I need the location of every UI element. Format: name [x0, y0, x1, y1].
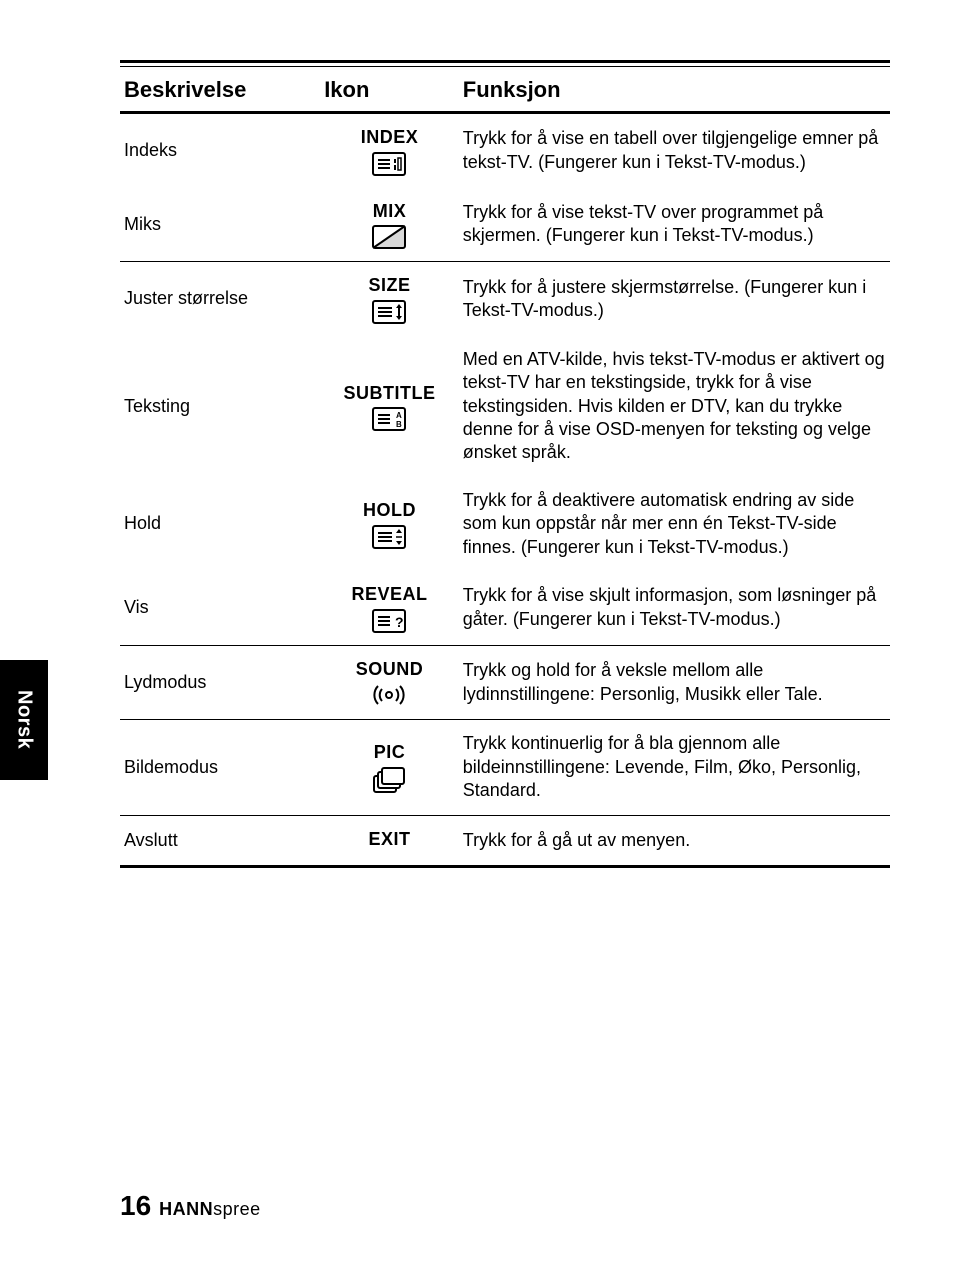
icon-label-pic: PIC	[324, 741, 455, 764]
svg-text:B: B	[396, 420, 402, 429]
icon-label-reveal: REVEAL	[324, 583, 455, 606]
mix-icon	[372, 225, 406, 249]
index-icon	[372, 152, 406, 176]
svg-text:?: ?	[395, 614, 404, 630]
reveal-icon: ?	[372, 609, 406, 633]
icon-cell: SIZE	[320, 262, 459, 336]
func-cell: Trykk kontinuerlig for å bla gjennom all…	[459, 720, 890, 815]
desc-cell: Avslutt	[120, 816, 320, 867]
func-cell: Trykk for å vise skjult informasjon, som…	[459, 571, 890, 645]
desc-cell: Teksting	[120, 336, 320, 477]
func-cell: Trykk for å vise tekst-TV over programme…	[459, 188, 890, 262]
func-cell: Trykk for å gå ut av menyen.	[459, 816, 890, 867]
icon-label-mix: MIX	[324, 200, 455, 223]
table-row: Hold HOLD Trykk for å deaktivere automat…	[120, 477, 890, 571]
icon-cell: EXIT	[320, 816, 459, 867]
header-description: Beskrivelse	[120, 71, 320, 113]
desc-cell: Indeks	[120, 113, 320, 188]
icon-cell: REVEAL ?	[320, 571, 459, 645]
icon-cell: INDEX	[320, 113, 459, 188]
icon-cell: PIC	[320, 720, 459, 815]
icon-label-size: SIZE	[324, 274, 455, 297]
table-row: Vis REVEAL ? Trykk for å vise skjult inf…	[120, 571, 890, 645]
icon-cell: HOLD	[320, 477, 459, 571]
func-cell: Trykk for å justere skjermstørrelse. (Fu…	[459, 262, 890, 336]
table-row: Lydmodus SOUND Trykk og hold for å veksl…	[120, 646, 890, 720]
icon-cell: SUBTITLE A B	[320, 336, 459, 477]
picture-icon	[372, 766, 406, 794]
sound-icon	[372, 683, 406, 707]
func-cell: Trykk for å deaktivere automatisk endrin…	[459, 477, 890, 571]
desc-cell: Miks	[120, 188, 320, 262]
icon-label-sound: SOUND	[324, 658, 455, 681]
page-footer: 16 HANNspree	[120, 1190, 261, 1222]
table-row: Bildemodus PIC Trykk kontinuerlig for å …	[120, 720, 890, 815]
top-double-rule	[120, 60, 890, 67]
brand-logo: HANNspree	[159, 1199, 261, 1220]
table-row: Avslutt EXIT Trykk for å gå ut av menyen…	[120, 816, 890, 867]
brand-bold: HANN	[159, 1199, 213, 1219]
table-row: Juster størrelse SIZE Trykk for å juster…	[120, 262, 890, 336]
func-cell: Trykk for å vise en tabell over tilgjeng…	[459, 113, 890, 188]
func-cell: Trykk og hold for å veksle mellom alle l…	[459, 646, 890, 720]
page-number: 16	[120, 1190, 151, 1222]
desc-cell: Juster størrelse	[120, 262, 320, 336]
desc-cell: Lydmodus	[120, 646, 320, 720]
icon-label-hold: HOLD	[324, 499, 455, 522]
svg-text:A: A	[396, 411, 402, 420]
icon-cell: SOUND	[320, 646, 459, 720]
table-row: Miks MIX Trykk for å vise tekst-TV over …	[120, 188, 890, 262]
function-table: Beskrivelse Ikon Funksjon Indeks INDEX	[120, 71, 890, 868]
desc-cell: Hold	[120, 477, 320, 571]
size-icon	[372, 300, 406, 324]
icon-label-index: INDEX	[324, 126, 455, 149]
icon-cell: MIX	[320, 188, 459, 262]
table-row: Teksting SUBTITLE A B Med en ATV-kilde, …	[120, 336, 890, 477]
icon-label-exit: EXIT	[324, 828, 455, 851]
hold-icon	[372, 525, 406, 549]
icon-label-subtitle: SUBTITLE	[324, 382, 455, 405]
desc-cell: Bildemodus	[120, 720, 320, 815]
table-row: Indeks INDEX Trykk for å vise en tabell …	[120, 113, 890, 188]
brand-light: spree	[213, 1199, 261, 1219]
desc-cell: Vis	[120, 571, 320, 645]
header-function: Funksjon	[459, 71, 890, 113]
subtitle-icon: A B	[372, 407, 406, 431]
func-cell: Med en ATV-kilde, hvis tekst-TV-modus er…	[459, 336, 890, 477]
header-icon: Ikon	[320, 71, 459, 113]
